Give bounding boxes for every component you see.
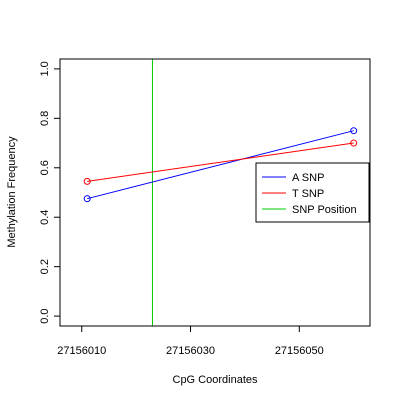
y-tick-label: 0.6 <box>39 160 51 175</box>
x-tick-label: 27156010 <box>57 345 106 357</box>
plot-frame <box>59 58 371 327</box>
y-axis-title: Methylation Frequency <box>6 136 18 248</box>
y-tick-label: 0.0 <box>39 308 51 323</box>
x-tick-label: 27156030 <box>166 345 215 357</box>
legend-label-snp-position: SNP Position <box>292 204 357 216</box>
x-axis-title: CpG Coordinates <box>173 374 258 386</box>
data-point-t-snp <box>83 177 91 185</box>
x-axis: 27156010 27156030 27156050 <box>57 326 324 357</box>
data-point-t-snp <box>350 139 358 147</box>
data-point-a-snp <box>83 195 91 203</box>
legend-label-a-snp: A SNP <box>292 172 324 184</box>
y-tick-label: 0.8 <box>39 111 51 126</box>
y-tick-label: 1.0 <box>39 61 51 76</box>
plot-marks <box>83 59 358 326</box>
legend: A SNP T SNP SNP Position <box>255 162 370 223</box>
x-tick-label: 27156050 <box>275 345 324 357</box>
y-tick-label: 0.4 <box>39 210 51 225</box>
y-axis: 0.0 0.2 0.4 0.6 0.8 1.0 <box>39 61 60 324</box>
series-line-a-snp <box>87 130 354 200</box>
y-tick-label: 0.2 <box>39 259 51 274</box>
legend-label-t-snp: T SNP <box>292 188 324 200</box>
data-point-a-snp <box>350 127 358 135</box>
series-line-t-snp <box>87 142 354 182</box>
